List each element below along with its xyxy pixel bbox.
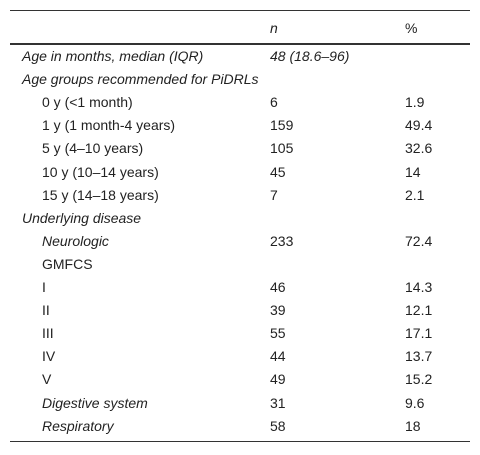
cell-n: 39 bbox=[270, 302, 286, 319]
cell-n: 7 bbox=[270, 186, 278, 203]
cell-n: 49 bbox=[270, 371, 286, 388]
row-label: V bbox=[42, 371, 52, 388]
cell-pct: 15.2 bbox=[405, 371, 433, 388]
cell-pct: 49.4 bbox=[405, 117, 433, 134]
cell-n: 105 bbox=[270, 140, 294, 157]
cell-n: 31 bbox=[270, 394, 286, 411]
cell-pct: 9.6 bbox=[405, 394, 425, 411]
row-label: GMFCS bbox=[42, 255, 93, 272]
cell-pct: 72.4 bbox=[405, 232, 433, 249]
cell-pct: 32.6 bbox=[405, 140, 433, 157]
cell-n: 233 bbox=[270, 232, 294, 249]
header-n: n bbox=[270, 20, 278, 36]
cell-n: 48 (18.6–96) bbox=[270, 48, 350, 64]
header-rule bbox=[10, 43, 470, 45]
row-label: Digestive system bbox=[42, 394, 148, 411]
cell-pct: 14 bbox=[405, 163, 421, 180]
row-label: IV bbox=[42, 348, 56, 365]
cell-n: 46 bbox=[270, 279, 286, 295]
cell-pct: 1.9 bbox=[405, 94, 425, 111]
row-label: Age in months, median (IQR) bbox=[22, 48, 204, 64]
top-rule bbox=[10, 10, 470, 11]
cell-pct: 13.7 bbox=[405, 348, 433, 365]
row-label: Respiratory bbox=[42, 417, 114, 434]
cell-pct: 12.1 bbox=[405, 302, 433, 319]
row-label: 1 y (1 month-4 years) bbox=[42, 117, 176, 134]
cell-n: 159 bbox=[270, 117, 294, 134]
cell-n: 6 bbox=[270, 94, 278, 111]
row-label: Underlying disease bbox=[22, 209, 142, 226]
cell-pct: 17.1 bbox=[405, 325, 433, 342]
cell-n: 58 bbox=[270, 417, 286, 434]
header-pct: % bbox=[405, 20, 418, 36]
row-label: Age groups recommended for PiDRLs bbox=[22, 71, 259, 88]
cell-n: 44 bbox=[270, 348, 286, 365]
row-label: Neurologic bbox=[42, 232, 109, 249]
row-label: 15 y (14–18 years) bbox=[42, 186, 159, 203]
cell-n: 55 bbox=[270, 325, 286, 342]
row-label: 10 y (10–14 years) bbox=[42, 163, 159, 180]
row-label: 0 y (<1 month) bbox=[42, 94, 133, 111]
bottom-rule bbox=[10, 441, 470, 442]
cell-n: 45 bbox=[270, 163, 286, 180]
cell-pct: 18 bbox=[405, 417, 421, 434]
row-label: III bbox=[42, 325, 54, 342]
row-label: 5 y (4–10 years) bbox=[42, 140, 144, 157]
row-label: II bbox=[42, 302, 50, 319]
row-label: I bbox=[42, 279, 46, 295]
cell-pct: 14.3 bbox=[405, 279, 433, 295]
cell-pct: 2.1 bbox=[405, 186, 425, 203]
